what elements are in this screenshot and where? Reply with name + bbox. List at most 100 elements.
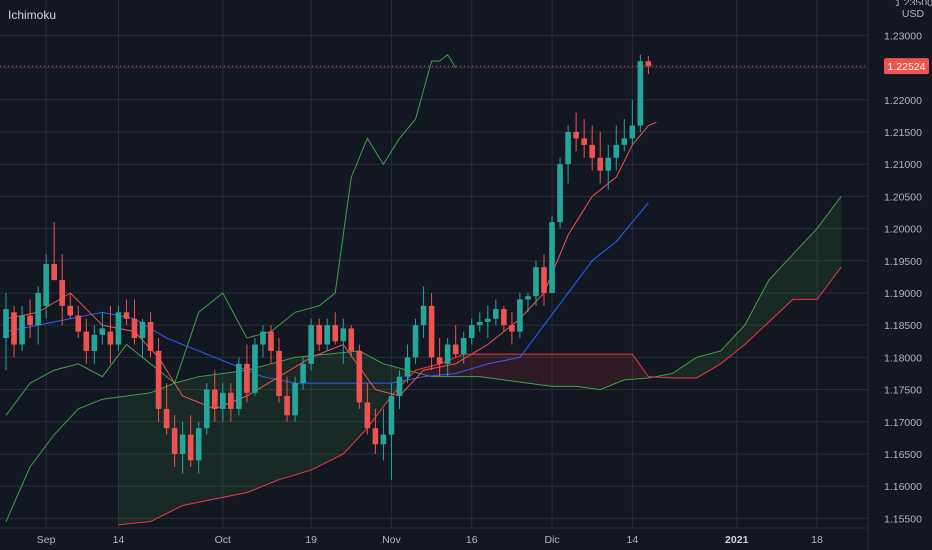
cloud-segment — [439, 362, 444, 377]
candle-body — [533, 267, 539, 297]
cloud-segment — [459, 354, 464, 377]
cloud-segment — [475, 354, 480, 377]
candle-body — [581, 138, 587, 145]
cloud-segment — [716, 350, 721, 367]
cloud-segment — [351, 351, 356, 446]
candle-body — [637, 61, 644, 126]
currency-badge — [898, 5, 928, 21]
cloud-segment — [335, 352, 340, 458]
candle-body — [260, 331, 266, 345]
candle-body — [131, 318, 138, 339]
candle-body — [460, 338, 467, 355]
time-axis[interactable]: Sep 14 Oct 19 Nov 16 Dic 14 2021 18 — [37, 534, 823, 546]
candle-body — [27, 315, 33, 326]
cloud-segment — [672, 370, 677, 378]
cloud-segment — [632, 354, 637, 380]
candle-body — [268, 331, 274, 351]
cloud-segment — [299, 356, 304, 474]
cloud-segment — [612, 354, 617, 385]
cloud-segment — [455, 355, 460, 377]
cloud-segment — [700, 355, 705, 376]
cloud-segment — [122, 396, 127, 525]
candle-body — [300, 363, 306, 384]
candle-body — [396, 376, 403, 396]
time-tick-label: 2021 — [725, 534, 749, 546]
candle-body — [340, 328, 347, 342]
cloud-segment — [162, 386, 167, 516]
cloud-segment — [315, 354, 320, 469]
cloud-segment — [495, 354, 500, 380]
cloud-segment — [628, 354, 633, 380]
candle-body — [59, 280, 66, 306]
cloud-segment — [728, 338, 733, 358]
cloud-segment — [708, 353, 713, 371]
cloud-segment — [287, 358, 292, 478]
cloud-segment — [756, 295, 761, 334]
indicator-label[interactable]: Ichimoku — [8, 8, 57, 22]
candle-body — [228, 392, 234, 409]
price-tick-label: 1.17500 — [884, 385, 922, 397]
cloud-segment — [154, 389, 159, 520]
cloud-segment — [343, 352, 348, 454]
candle-body — [308, 325, 314, 364]
cloud-segment — [744, 317, 749, 345]
cloud-segment — [704, 354, 709, 374]
cloud-segment — [784, 258, 789, 307]
price-axis-bg — [868, 0, 932, 550]
cloud-segment — [250, 368, 255, 491]
cloud-segment — [821, 217, 826, 295]
last-price-tag — [884, 58, 929, 75]
cloud-segment — [146, 392, 151, 522]
cloud-segment — [523, 354, 528, 384]
cloud-segment — [668, 373, 673, 378]
candle-body — [276, 350, 282, 396]
cloud-segment — [246, 369, 251, 493]
candle-body — [220, 392, 226, 409]
cloud-segment — [752, 302, 757, 337]
price-tick-label: 1.18500 — [884, 320, 922, 332]
candle-body — [621, 138, 628, 145]
cloud-segment — [218, 373, 223, 499]
cloud-segment — [776, 267, 781, 315]
cloud-segment — [126, 395, 131, 524]
cloud-segment — [804, 237, 809, 300]
candle-body — [380, 434, 387, 445]
cloud-segment — [552, 354, 557, 387]
cloud-segment — [568, 354, 573, 387]
chikou-span-line — [5, 53, 457, 416]
candle-body — [155, 350, 162, 409]
cloud-segment — [684, 362, 689, 378]
cloud-segment — [539, 354, 545, 386]
candle-body — [99, 328, 106, 335]
cloud-segment — [258, 365, 263, 488]
price-tick-label: 1.23000 — [884, 30, 922, 42]
price-tick-label: 1.20000 — [884, 224, 922, 236]
candle-body — [252, 344, 258, 393]
candle-body — [541, 267, 547, 293]
candle-body — [404, 357, 411, 377]
time-tick-label: Dic — [544, 534, 559, 546]
candle-body — [236, 363, 242, 409]
senkou-span-a-line — [5, 196, 842, 522]
price-tick-label: 1.20500 — [884, 191, 922, 203]
cloud-segment — [431, 364, 436, 377]
candle-body — [493, 309, 499, 319]
cloud-segment — [720, 346, 725, 364]
time-tick-label: 16 — [466, 534, 478, 546]
cloud-segment — [680, 365, 685, 378]
time-tick-label: 19 — [305, 534, 317, 546]
candle-body — [420, 305, 427, 326]
candle-body — [147, 321, 154, 351]
cloud-segment — [817, 223, 822, 300]
cloud-segment — [503, 354, 508, 381]
cloud-segment — [254, 367, 259, 490]
candle-body — [51, 264, 57, 281]
candle-body — [211, 389, 218, 409]
candlestick-series — [3, 54, 652, 480]
cloud-segment — [266, 363, 271, 485]
cloud-segment — [560, 354, 565, 387]
cloud-segment — [796, 245, 801, 300]
price-axis[interactable]: 1.15500 1.16000 1.16500 1.17000 1.17500 1.180… — [884, 0, 932, 525]
candle-body — [139, 321, 146, 339]
